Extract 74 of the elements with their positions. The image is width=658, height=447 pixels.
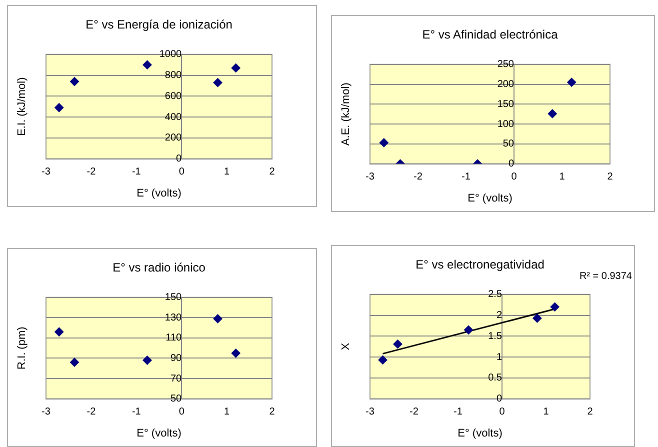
y-tick-label: 0.5: [488, 372, 502, 384]
point: [213, 314, 222, 324]
y-axis-title: X: [340, 342, 352, 350]
x-tick-label: 1: [224, 166, 230, 178]
point: [142, 356, 152, 365]
point: [70, 77, 79, 86]
y-tick-label: 50: [170, 394, 182, 405]
y-tick-label: 800: [164, 70, 182, 82]
text: R² = 0.9374: [579, 271, 632, 282]
y-tick-label: 200: [164, 132, 182, 144]
x-tick-label: -3: [366, 172, 375, 183]
x-tick-label: -2: [86, 406, 96, 418]
point: [532, 314, 542, 323]
y-tick-label: 100: [497, 118, 514, 130]
x-axis-title: E° (volts): [468, 192, 512, 204]
point: [464, 325, 474, 334]
point: [142, 60, 152, 70]
y-tick-label: 0: [508, 158, 514, 170]
chart-title: E° vs radio iónico: [112, 260, 206, 275]
y-tick-label: 200: [497, 79, 514, 90]
y-tick-label: 110: [166, 332, 182, 344]
x-tick-label: -3: [366, 406, 375, 418]
point: [70, 358, 79, 367]
x-axis-title: E° (volts): [136, 427, 182, 440]
point: [54, 103, 64, 112]
y-tick-label: 70: [170, 373, 182, 384]
x-tick-label: -2: [410, 406, 419, 418]
y-tick-label: 1000: [159, 49, 182, 60]
y-tick-label: 150: [164, 292, 182, 304]
x-tick-label: 2: [607, 172, 614, 183]
point: [231, 63, 240, 72]
x-tick-label: -2: [414, 172, 423, 183]
y-axis-title: R.I. (pm): [16, 326, 28, 370]
x-tick-label: -3: [42, 166, 51, 178]
point: [231, 348, 240, 358]
chart-title: E° vs electronegatividad: [416, 258, 544, 272]
y-tick-label: 90: [170, 352, 182, 364]
point: [393, 340, 402, 349]
y-tick-label: 400: [164, 112, 182, 123]
x-tick-label: -2: [86, 166, 96, 178]
y-tick-label: 130: [164, 312, 182, 324]
point: [378, 355, 388, 364]
chart-title: E° vs Afinidad electrónica: [422, 28, 558, 42]
y-tick-label: 50: [502, 138, 514, 150]
x-tick-label: -1: [132, 406, 142, 418]
x-tick-label: 1: [543, 406, 550, 418]
chart-title: E° vs Energía de ionización: [86, 18, 232, 32]
point: [550, 302, 560, 312]
point: [548, 109, 557, 118]
x-tick-label: 2: [269, 166, 276, 178]
y-tick-label: 2: [496, 310, 502, 322]
y-tick-label: 1: [496, 352, 502, 363]
x-tick-label: -3: [42, 406, 51, 418]
y-tick-label: 600: [164, 90, 182, 102]
point: [54, 327, 64, 336]
y-tick-label: 0: [176, 154, 182, 165]
x-axis-title: E° (volts): [136, 187, 182, 200]
y-axis-title: E.I. (kJ/mol): [16, 77, 28, 136]
y-axis-title: A.E. (kJ/mol): [340, 82, 352, 146]
y-tick-label: 2.5: [488, 289, 502, 300]
point: [567, 78, 576, 87]
x-tick-label: 1: [224, 406, 230, 418]
point: [213, 78, 222, 88]
x-axis-title: E° (volts): [458, 427, 502, 440]
x-tick-label: -1: [132, 166, 142, 178]
x-tick-label: 2: [587, 406, 594, 418]
y-tick-label: 0: [496, 394, 502, 405]
x-tick-label: 2: [269, 406, 276, 418]
y-tick-label: 250: [497, 59, 514, 70]
x-tick-label: -1: [454, 406, 463, 418]
y-tick-label: 1.5: [488, 330, 502, 342]
y-tick-label: 150: [497, 98, 514, 110]
x-tick-label: -1: [462, 172, 471, 183]
x-tick-label: 1: [559, 172, 566, 183]
